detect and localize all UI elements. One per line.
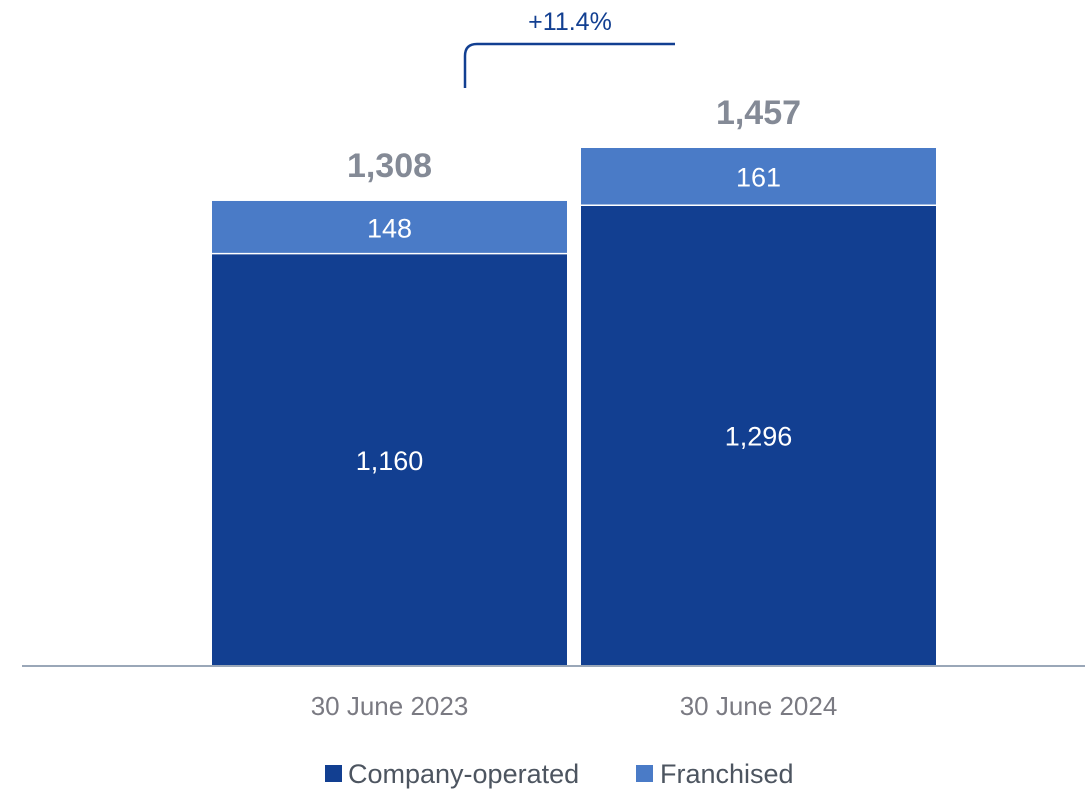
total-label-1: 1,308 (347, 147, 432, 185)
data-label-company-operated-2: 1,296 (725, 422, 793, 452)
bars-layer (212, 148, 936, 666)
labels-layer: 1,160 148 1,308 1,296 161 1,457 (347, 94, 801, 476)
legend-label-franchised: Franchised (660, 759, 794, 789)
legend: Company-operated Franchised (325, 759, 794, 789)
bar-franchised-2 (581, 148, 936, 206)
x-axis-ticks: 30 June 2023 30 June 2024 (311, 691, 838, 721)
data-label-company-operated-1: 1,160 (356, 446, 424, 476)
growth-label: +11.4% (528, 8, 612, 36)
legend-swatch-company-operated (325, 765, 342, 782)
growth-bracket (463, 42, 675, 88)
bar-company-operated-2 (581, 205, 936, 666)
data-label-franchised-2: 161 (736, 163, 781, 193)
total-label-2: 1,457 (716, 94, 801, 132)
bar-company-operated-1 (212, 253, 567, 666)
x-tick-label-2: 30 June 2024 (680, 691, 838, 721)
x-tick-label-1: 30 June 2023 (311, 691, 469, 721)
bar-franchised-1 (212, 200, 567, 254)
legend-swatch-franchised (636, 765, 653, 782)
data-label-franchised-1: 148 (367, 213, 412, 243)
legend-label-company-operated: Company-operated (348, 759, 579, 789)
